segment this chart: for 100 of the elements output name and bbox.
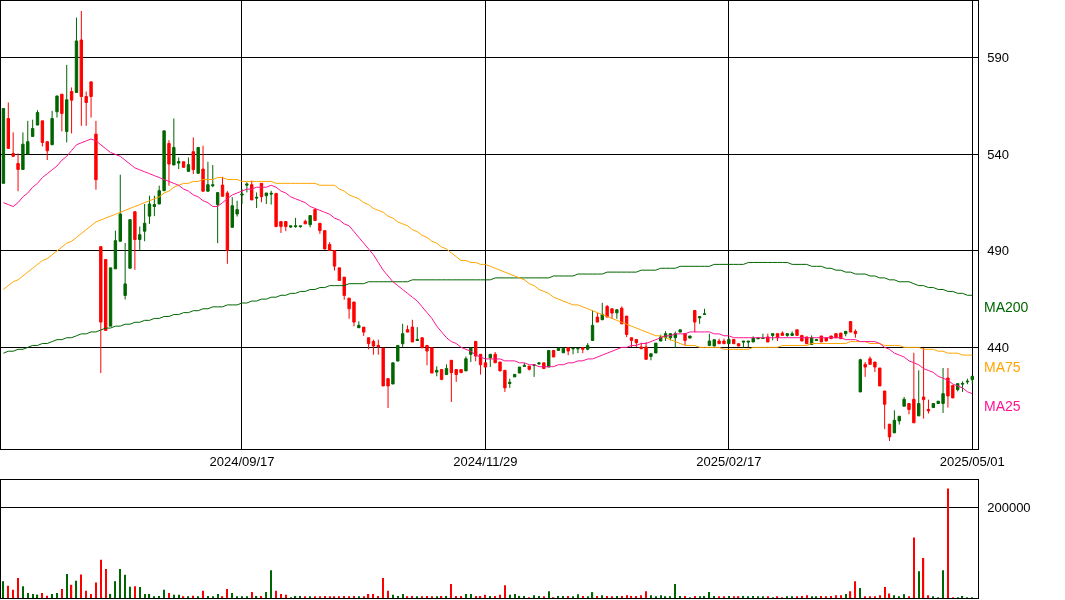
bar <box>708 592 710 598</box>
bar <box>95 582 97 598</box>
candlestick <box>561 347 566 354</box>
x-tick-label: 2024/09/17 <box>209 453 275 469</box>
line-series <box>2 261 973 354</box>
bar <box>397 595 399 598</box>
candlestick <box>517 366 522 374</box>
candlestick <box>55 95 59 119</box>
candlestick <box>186 156 191 172</box>
candlestick <box>298 225 303 229</box>
bar <box>280 593 282 598</box>
candlestick <box>926 399 931 415</box>
bar <box>645 591 647 598</box>
bar <box>75 580 78 598</box>
bar <box>163 589 165 598</box>
bar <box>158 595 160 598</box>
bar <box>679 595 681 598</box>
bar <box>251 592 253 598</box>
x-tick-label: 2024/11/29 <box>453 453 518 469</box>
candlestick <box>147 195 152 225</box>
candlestick <box>960 380 965 393</box>
bar <box>51 593 53 598</box>
candlestick <box>892 409 897 434</box>
bar <box>591 592 594 598</box>
candlestick <box>844 330 848 337</box>
bar <box>100 559 102 598</box>
bar <box>324 595 326 598</box>
candlestick <box>697 315 702 325</box>
bar <box>217 593 219 598</box>
candlestick <box>858 358 862 393</box>
candlestick <box>391 362 395 385</box>
bar <box>294 595 297 598</box>
bar <box>168 593 170 598</box>
candlestick <box>313 209 317 222</box>
candlestick <box>595 312 600 323</box>
candlestick <box>746 340 751 348</box>
bar <box>66 573 68 598</box>
candlestick <box>556 347 561 351</box>
bar <box>849 591 852 598</box>
candlestick <box>435 365 439 377</box>
y-tick-label: 590 <box>987 50 1009 66</box>
bar <box>728 595 730 598</box>
bar <box>70 584 73 598</box>
candlestick <box>615 309 619 320</box>
candlestick <box>410 319 415 343</box>
candlestick <box>142 203 147 242</box>
bar <box>484 594 487 598</box>
candlestick <box>371 339 376 356</box>
candlestick <box>191 136 195 175</box>
candlestick <box>303 219 307 225</box>
bar <box>41 593 43 598</box>
candlestick <box>780 330 785 336</box>
bar <box>596 595 599 598</box>
bar <box>275 590 277 598</box>
bar <box>460 595 462 598</box>
candlestick <box>245 181 249 193</box>
candlestick <box>167 139 171 187</box>
bar <box>445 595 448 598</box>
candlestick <box>488 353 492 368</box>
bar <box>17 578 19 598</box>
candlestick <box>16 152 20 192</box>
bar <box>854 581 857 598</box>
candlestick <box>581 347 585 354</box>
x-tick-label: 2025/05/01 <box>939 453 1005 469</box>
candlestick <box>848 321 853 333</box>
bar <box>830 595 832 598</box>
bar <box>129 586 131 598</box>
candlestick <box>917 369 921 417</box>
bar <box>105 568 107 598</box>
line-series <box>2 138 973 395</box>
candlestick <box>60 93 64 132</box>
bar <box>635 595 637 598</box>
candlestick <box>225 190 230 265</box>
bar <box>202 590 204 598</box>
bar <box>499 594 501 598</box>
bar <box>299 595 302 598</box>
candlestick <box>449 359 454 403</box>
bar <box>742 595 745 598</box>
bar <box>489 595 491 598</box>
candlestick <box>921 347 926 420</box>
bar <box>640 595 642 598</box>
candlestick <box>683 333 687 346</box>
bar <box>285 594 287 598</box>
bar <box>942 570 944 598</box>
candlestick <box>400 323 405 348</box>
bar <box>475 595 477 598</box>
bar <box>411 595 413 598</box>
bar <box>479 595 482 598</box>
candlestick <box>50 110 54 146</box>
y-tick-label: 540 <box>987 146 1009 162</box>
bar <box>134 586 136 598</box>
bar <box>752 595 754 598</box>
bar <box>961 595 964 598</box>
bar <box>504 585 506 598</box>
bar <box>630 595 633 598</box>
bar <box>343 595 345 598</box>
candlestick <box>405 324 410 333</box>
bar <box>2 581 5 598</box>
bar <box>270 570 272 598</box>
bar <box>922 558 925 598</box>
